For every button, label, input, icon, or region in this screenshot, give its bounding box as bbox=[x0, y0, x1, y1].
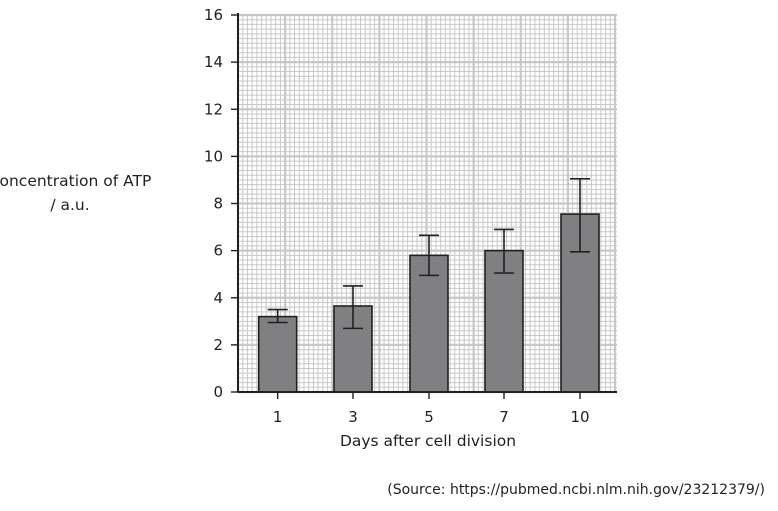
y-tick-label: 4 bbox=[213, 289, 223, 307]
bar bbox=[484, 249, 524, 393]
y-tick-label: 16 bbox=[204, 6, 223, 24]
x-tick-label: 5 bbox=[424, 408, 434, 426]
y-tick-label: 12 bbox=[204, 100, 223, 118]
y-tick-label: 14 bbox=[204, 53, 223, 71]
y-tick-label: 0 bbox=[213, 383, 223, 401]
x-tick-label: 1 bbox=[273, 408, 283, 426]
x-axis-label: Days after cell division bbox=[340, 432, 516, 450]
bars bbox=[257, 177, 600, 393]
y-tick-label: 10 bbox=[204, 147, 223, 165]
x-tick-label: 7 bbox=[499, 408, 509, 426]
bar bbox=[409, 254, 449, 393]
y-axis-label-line1: Concentration of ATP bbox=[0, 172, 151, 190]
y-axis-label-line2: / a.u. bbox=[50, 196, 89, 214]
bar bbox=[257, 315, 298, 393]
y-tick-label: 2 bbox=[213, 336, 223, 354]
y-tick-label: 6 bbox=[213, 242, 223, 260]
x-tick-label: 10 bbox=[570, 408, 589, 426]
axes: 1 3 5 7 10 0 2 4 6 8 10 12 14 16 bbox=[204, 6, 617, 426]
source-note: (Source: https://pubmed.ncbi.nlm.nih.gov… bbox=[387, 482, 765, 498]
y-tick-label: 8 bbox=[213, 195, 223, 213]
x-tick-label: 3 bbox=[348, 408, 358, 426]
